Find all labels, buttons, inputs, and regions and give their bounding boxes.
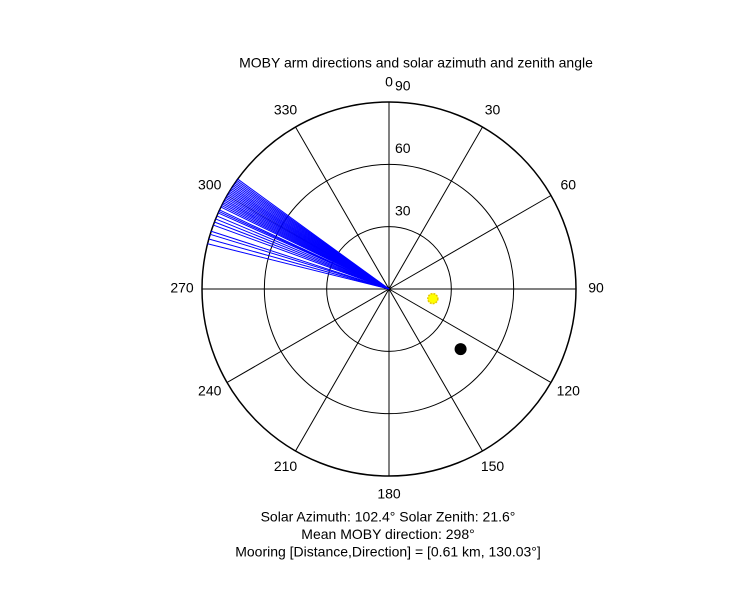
arm-direction (237, 178, 390, 290)
theta-tick-label: 120 (557, 383, 581, 399)
theta-tick-label: 180 (377, 486, 401, 502)
arm-direction (208, 238, 390, 290)
mooring-marker (454, 343, 467, 356)
spoke (388, 288, 483, 452)
chart-title: MOBY arm directions and solar azimuth an… (239, 55, 593, 71)
r-tick-label: 90 (395, 78, 411, 94)
spoke (226, 288, 390, 383)
theta-tick-label: 150 (481, 458, 505, 474)
theta-tick-label: 240 (198, 383, 222, 399)
arm-direction (214, 221, 390, 290)
spoke (388, 195, 552, 290)
annotation: Mooring [Distance,Direction] = [0.61 km,… (235, 544, 541, 560)
arm-direction (219, 209, 390, 290)
theta-tick-label: 90 (588, 280, 604, 296)
r-tick-label: 30 (395, 202, 411, 218)
theta-tick-label: 60 (560, 177, 576, 193)
spoke (388, 126, 483, 290)
spoke (295, 126, 390, 290)
r-tick-label: 60 (395, 140, 411, 156)
spoke (388, 288, 552, 383)
arm-direction (210, 233, 390, 290)
arm-direction (213, 224, 390, 290)
theta-tick-label: 300 (198, 177, 222, 193)
arm-direction (207, 243, 390, 290)
theta-tick-label: 30 (485, 101, 501, 117)
spoke (295, 288, 390, 452)
theta-tick-label: 330 (274, 101, 298, 117)
annotation: Solar Azimuth: 102.4° Solar Zenith: 21.6… (261, 509, 516, 525)
arm-direction (215, 218, 390, 290)
theta-tick-label: 210 (274, 458, 298, 474)
annotation: Mean MOBY direction: 298° (301, 526, 474, 542)
theta-tick-label: 270 (170, 280, 194, 296)
arm-direction (210, 230, 390, 290)
sun-marker (427, 292, 439, 305)
arm-direction (216, 215, 390, 290)
theta-tick-label: 0 (385, 74, 393, 90)
